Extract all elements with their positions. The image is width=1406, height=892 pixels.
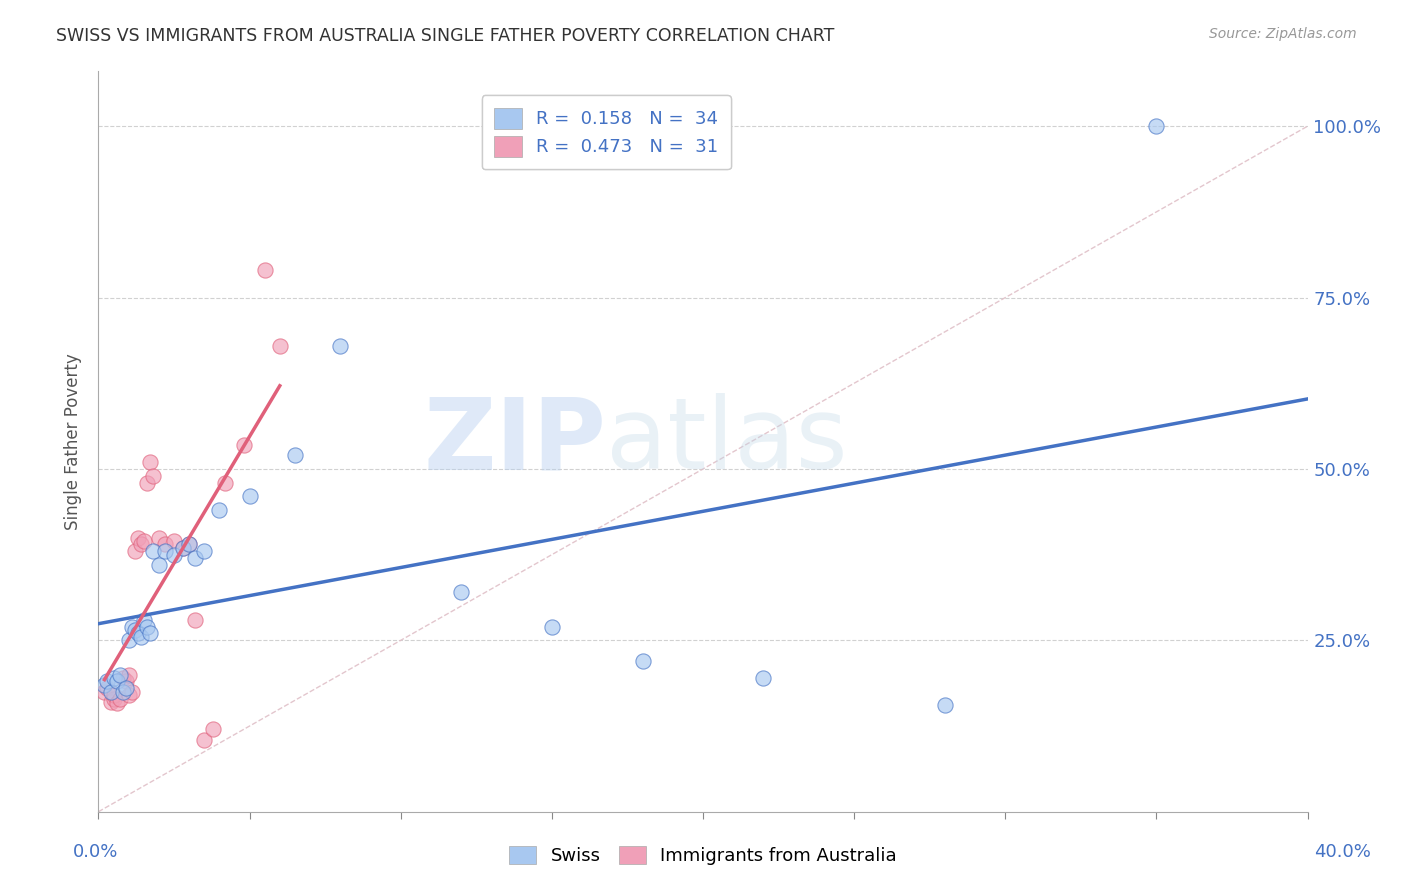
Point <box>214 475 236 490</box>
Text: 40.0%: 40.0% <box>1315 843 1371 861</box>
Point <box>127 531 149 545</box>
Point <box>284 448 307 462</box>
Point <box>329 338 352 352</box>
Point <box>135 475 157 490</box>
Point <box>124 544 146 558</box>
Point <box>202 723 225 737</box>
Text: 0.0%: 0.0% <box>73 843 118 861</box>
Point <box>139 626 162 640</box>
Text: Source: ZipAtlas.com: Source: ZipAtlas.com <box>1209 27 1357 41</box>
Point <box>184 613 207 627</box>
Legend: R =  0.158   N =  34, R =  0.473   N =  31: R = 0.158 N = 34, R = 0.473 N = 31 <box>482 95 731 169</box>
Point <box>93 678 115 692</box>
Point <box>103 691 125 706</box>
Point <box>193 732 215 747</box>
Point <box>139 455 162 469</box>
Point <box>239 489 262 503</box>
Point <box>1144 119 1167 133</box>
Point <box>118 667 141 681</box>
Point <box>752 671 775 685</box>
Point <box>153 537 176 551</box>
Point <box>148 558 170 572</box>
Text: atlas: atlas <box>606 393 848 490</box>
Point <box>153 544 176 558</box>
Point <box>96 674 118 689</box>
Point <box>132 613 155 627</box>
Point <box>631 654 654 668</box>
Point <box>118 688 141 702</box>
Point <box>129 630 152 644</box>
Point <box>103 688 125 702</box>
Point <box>129 537 152 551</box>
Point <box>93 685 115 699</box>
Y-axis label: Single Father Poverty: Single Father Poverty <box>65 353 83 530</box>
Point <box>114 674 136 689</box>
Point <box>100 695 122 709</box>
Point <box>179 537 201 551</box>
Point <box>193 544 215 558</box>
Point <box>148 531 170 545</box>
Point <box>934 698 956 713</box>
Point <box>111 685 134 699</box>
Point <box>142 468 165 483</box>
Point <box>132 533 155 548</box>
Point <box>127 626 149 640</box>
Point <box>208 503 231 517</box>
Point <box>96 681 118 696</box>
Point <box>135 619 157 633</box>
Point <box>540 619 562 633</box>
Point <box>184 551 207 566</box>
Point <box>108 691 131 706</box>
Point <box>172 541 194 555</box>
Point <box>269 338 291 352</box>
Point <box>105 697 128 711</box>
Text: SWISS VS IMMIGRANTS FROM AUSTRALIA SINGLE FATHER POVERTY CORRELATION CHART: SWISS VS IMMIGRANTS FROM AUSTRALIA SINGL… <box>56 27 835 45</box>
Point <box>114 681 136 696</box>
Point <box>179 537 201 551</box>
Point <box>142 544 165 558</box>
Point <box>105 674 128 689</box>
Legend: Swiss, Immigrants from Australia: Swiss, Immigrants from Australia <box>501 837 905 874</box>
Point <box>163 548 186 562</box>
Point <box>100 685 122 699</box>
Point <box>121 685 143 699</box>
Point <box>253 263 276 277</box>
Point <box>121 619 143 633</box>
Point <box>111 671 134 685</box>
Point <box>124 623 146 637</box>
Point <box>172 541 194 555</box>
Point <box>232 438 254 452</box>
Point <box>108 667 131 681</box>
Point <box>163 533 186 548</box>
Text: ZIP: ZIP <box>423 393 606 490</box>
Point <box>103 671 125 685</box>
Point <box>118 633 141 648</box>
Point <box>450 585 472 599</box>
